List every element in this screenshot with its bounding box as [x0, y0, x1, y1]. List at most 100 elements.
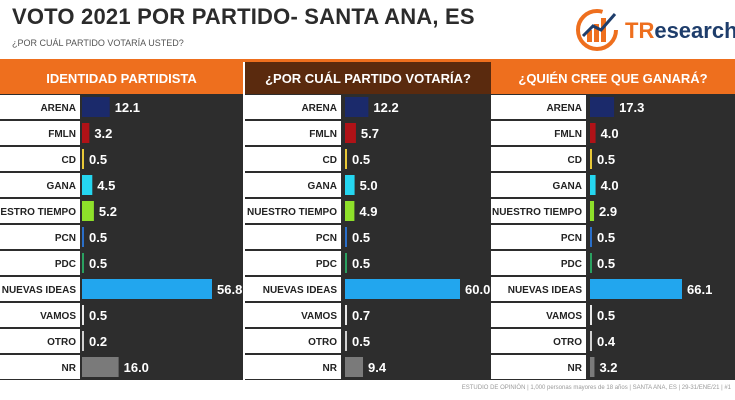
page-subtitle: ¿POR CUÁL PARTIDO VOTARÍA USTED? — [12, 38, 184, 48]
bar-row-nuestro-tiempo: NUESTRO TIEMPO 5.2 — [0, 199, 117, 223]
bar-pcn — [82, 227, 84, 247]
bar-row-vamos: VAMOS 0.5 — [0, 303, 107, 327]
bar-otro — [82, 331, 84, 351]
value-label-pdc: 0.5 — [597, 256, 615, 271]
bar-chart-quien-cree-que-ganara: ARENA 17.3 FMLN 4.0 CD 0.5 GANA 4.0 NUESTRO TIEM… — [491, 95, 712, 379]
category-label: NR — [323, 363, 338, 374]
logo-text: TResearch — [625, 18, 735, 43]
bar-arena — [345, 97, 369, 117]
header-rule — [0, 59, 735, 62]
category-label-bg — [491, 199, 586, 223]
category-label: ARENA — [301, 103, 337, 114]
bar-row-pcn: PCN 0.5 — [491, 225, 615, 249]
category-label: PCN — [55, 233, 76, 244]
category-label-bg — [245, 355, 341, 379]
value-label-vamos: 0.5 — [89, 308, 107, 323]
bar-cd — [82, 149, 84, 169]
bar-nr — [590, 357, 595, 377]
bar-fmln — [82, 123, 90, 143]
footer: ESTUDIO DE OPINIÓN | 1,000 personas mayo… — [0, 380, 735, 400]
bar-vamos — [82, 305, 84, 325]
page-title: VOTO 2021 POR PARTIDO- SANTA ANA, ES — [12, 4, 475, 29]
bar-fmln — [345, 123, 356, 143]
category-label-bg — [0, 329, 80, 353]
panel-quien-cree-que-ganara: ARENA 17.3 FMLN 4.0 CD 0.5 GANA 4.0 NUESTRO TIEM… — [491, 94, 735, 380]
category-label-bg — [245, 225, 341, 249]
bar-row-nuevas-ideas: NUEVAS IDEAS 60.0 — [245, 277, 490, 301]
value-label-nuevas-ideas: 66.1 — [687, 282, 712, 297]
category-label-bg — [245, 329, 341, 353]
bar-row-arena: ARENA 17.3 — [491, 95, 644, 119]
category-label: VAMOS — [40, 311, 76, 322]
tresearch-logo: TResearch — [575, 6, 735, 54]
category-label: FMLN — [48, 129, 76, 140]
category-label: NUEVAS IDEAS — [508, 285, 583, 296]
value-label-gana: 4.5 — [97, 178, 115, 193]
bar-vamos — [590, 305, 592, 325]
bar-nuevas-ideas — [82, 279, 212, 299]
category-label-bg — [491, 303, 586, 327]
bar-row-gana: GANA 5.0 — [245, 173, 378, 197]
category-label: NUESTRO TIEMPO — [0, 207, 76, 218]
value-label-pdc: 0.5 — [89, 256, 107, 271]
bar-row-nuestro-tiempo: NUESTRO TIEMPO 4.9 — [245, 199, 377, 223]
bar-row-pdc: PDC 0.5 — [245, 251, 370, 275]
value-label-gana: 5.0 — [360, 178, 378, 193]
bar-row-fmln: FMLN 3.2 — [0, 121, 112, 145]
category-label-bg — [0, 147, 80, 171]
value-label-gana: 4.0 — [601, 178, 619, 193]
category-label: GANA — [47, 181, 76, 192]
category-label: VAMOS — [546, 311, 582, 322]
bar-nuestro-tiempo — [345, 201, 355, 221]
value-label-nuevas-ideas: 60.0 — [465, 282, 490, 297]
bar-cd — [590, 149, 592, 169]
category-label-bg — [245, 95, 341, 119]
category-label-bg — [245, 251, 341, 275]
category-label-bg — [245, 277, 341, 301]
bar-fmln — [590, 123, 596, 143]
category-label: FMLN — [309, 129, 337, 140]
value-label-cd: 0.5 — [352, 152, 370, 167]
bar-row-fmln: FMLN 5.7 — [245, 121, 379, 145]
header: VOTO 2021 POR PARTIDO- SANTA ANA, ES ¿PO… — [0, 0, 735, 62]
category-label-bg — [0, 95, 80, 119]
category-label-bg — [0, 355, 80, 379]
category-label: OTRO — [553, 337, 582, 348]
bar-nuevas-ideas — [590, 279, 682, 299]
category-label: NUEVAS IDEAS — [263, 285, 338, 296]
category-label-bg — [491, 121, 586, 145]
category-label-bg — [245, 147, 341, 171]
value-label-arena: 12.1 — [115, 100, 140, 115]
bar-row-arena: ARENA 12.2 — [245, 95, 399, 119]
category-label: GANA — [553, 181, 582, 192]
category-label-bg — [245, 199, 341, 223]
category-label-bg — [491, 251, 586, 275]
value-label-fmln: 5.7 — [361, 126, 379, 141]
panel-header-identidad-partidista: IDENTIDAD PARTIDISTA — [0, 62, 243, 94]
value-label-nuevas-ideas: 56.8 — [217, 282, 242, 297]
category-label: NUESTRO TIEMPO — [492, 207, 582, 218]
value-label-fmln: 3.2 — [94, 126, 112, 141]
value-label-nr: 3.2 — [599, 360, 617, 375]
category-label: ARENA — [546, 103, 582, 114]
value-label-pdc: 0.5 — [352, 256, 370, 271]
value-label-cd: 0.5 — [597, 152, 615, 167]
bar-arena — [590, 97, 615, 117]
value-label-arena: 12.2 — [373, 100, 398, 115]
bar-row-nuevas-ideas: NUEVAS IDEAS 56.8 — [0, 277, 242, 301]
value-label-otro: 0.4 — [597, 334, 616, 349]
category-label: GANA — [308, 181, 337, 192]
category-label: NUEVAS IDEAS — [2, 285, 77, 296]
value-label-pcn: 0.5 — [597, 230, 615, 245]
category-label-bg — [0, 121, 80, 145]
bar-otro — [590, 331, 592, 351]
category-label: NR — [568, 363, 583, 374]
panel-identidad-partidista: ARENA 12.1 FMLN 3.2 CD 0.5 GANA 4.5 NUESTRO TIEM… — [0, 94, 243, 380]
panel-header-quien-cree-que-ganara: ¿QUIÉN CREE QUE GANARÁ? — [491, 62, 735, 94]
value-label-nr: 16.0 — [124, 360, 149, 375]
bar-row-otro: OTRO 0.5 — [245, 329, 370, 353]
bar-nuestro-tiempo — [590, 201, 595, 221]
value-label-nuestro-tiempo: 2.9 — [599, 204, 617, 219]
category-label-bg — [491, 173, 586, 197]
category-label: OTRO — [47, 337, 76, 348]
